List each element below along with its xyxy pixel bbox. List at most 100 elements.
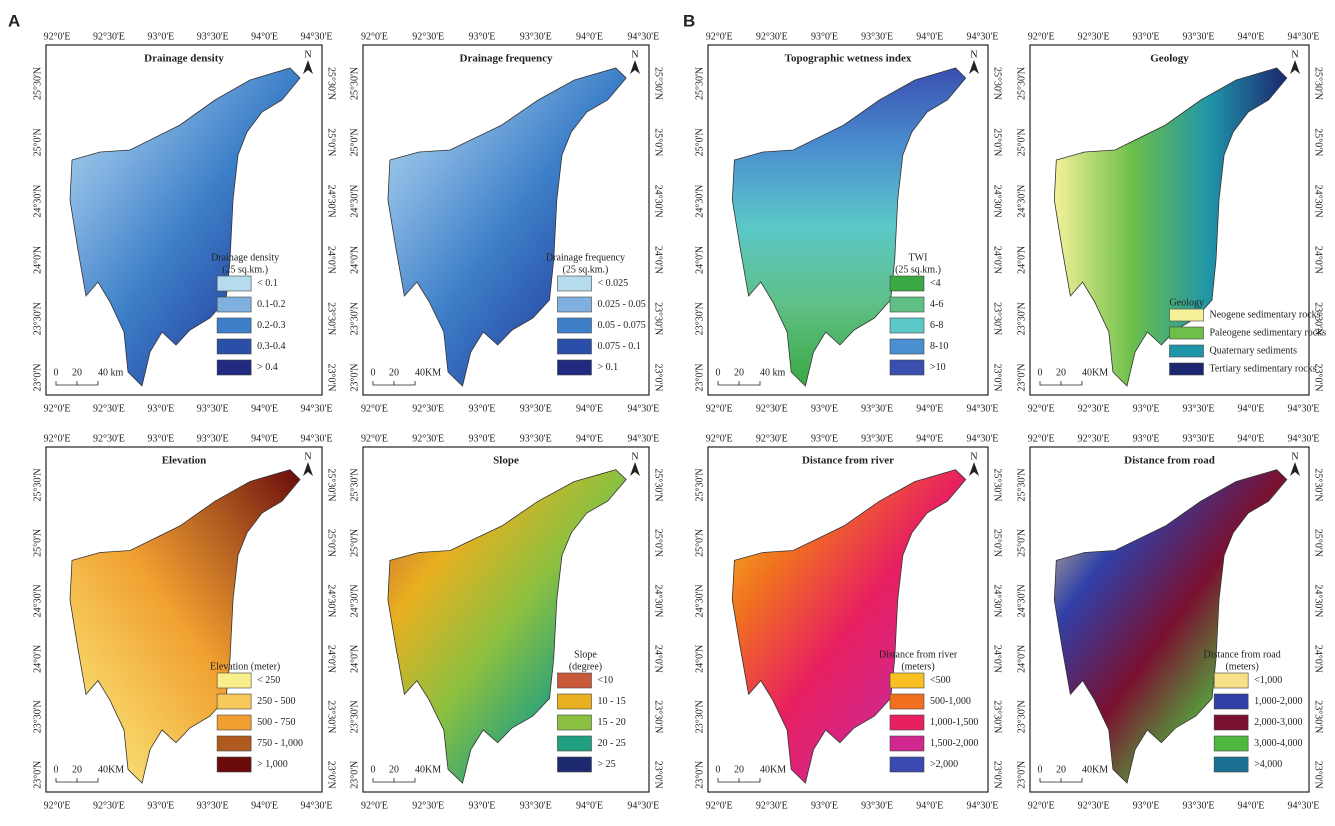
legend-swatch [216,672,252,689]
legend-label: 500-1,000 [930,696,971,707]
lon-label: 92°30'E [93,31,125,42]
map-title: Drainage frequency [460,53,553,65]
scale-bar [372,381,416,386]
lat-label: 25°0'N [992,529,1003,557]
lon-label: 93°30'E [1183,403,1215,414]
lat-label: 24°0'N [326,645,337,673]
legend-label: 0.1-0.2 [257,299,285,310]
scale-label: 40KM [415,764,441,775]
lon-label: 94°0'E [576,31,603,42]
lat-label: 24°0'N [992,645,1003,673]
legend-swatch [1169,326,1204,340]
legend-swatch [1169,308,1204,322]
legend-swatch [889,714,925,731]
scale-label: 0 [1038,367,1043,378]
legend-label: < 250 [257,675,280,686]
lat-label: 25°30'N [349,67,360,100]
legend-label: <500 [930,675,951,686]
lat-label: 24°30'N [326,185,337,218]
legend-swatch [216,338,252,355]
scale-label: 40KM [1082,764,1108,775]
lon-label: 92°30'E [93,800,125,811]
lat-label: 24°30'N [32,584,43,617]
lon-label: 92°30'E [756,403,788,414]
map-title: Slope [493,455,519,467]
legend-title: Geology [1170,297,1204,308]
scale-bar [717,778,761,783]
lat-label: 24°30'N [1016,584,1027,617]
lon-label: 94°30'E [627,433,659,444]
legend-swatch [1213,693,1249,710]
legend-swatch [1213,714,1249,731]
lat-label: 25°0'N [326,128,337,156]
lat-label: 25°0'N [694,128,705,156]
lon-label: 93°0'E [811,433,838,444]
lat-label: 24°30'N [694,185,705,218]
legend-label: <10 [597,675,613,686]
lon-label: 93°0'E [469,800,496,811]
legend-swatch [216,359,252,376]
lat-label: 23°0'N [1016,761,1027,789]
lat-label: 23°30'N [326,700,337,733]
lat-label: 23°0'N [349,761,360,789]
lat-label: 24°30'N [653,584,664,617]
legend-label: 500 - 750 [257,717,295,728]
lon-label: 93°0'E [811,403,838,414]
legend-title: Slope [574,649,597,660]
lat-label: 23°0'N [653,363,664,391]
lon-label: 94°30'E [966,433,998,444]
legend-label: 4-6 [930,299,943,310]
lat-label: 25°0'N [32,128,43,156]
north-label: N [1291,451,1298,462]
scale-label: 0 [1038,764,1043,775]
map-panel: Drainage frequency N 92°0'E 92°0'E 92°30'E 92… [349,31,663,414]
lat-label: 24°0'N [349,645,360,673]
scale-label: 0 [716,764,721,775]
legend-swatch [216,714,252,731]
lon-label: 92°0'E [706,433,733,444]
lat-label: 24°30'N [653,185,664,218]
lat-label: 25°0'N [1313,128,1324,156]
lon-label: 93°30'E [197,31,229,42]
legend-label: > 25 [597,759,615,770]
lat-label: 25°0'N [653,529,664,557]
north-label: N [631,451,638,462]
lon-label: 94°30'E [966,800,998,811]
scale-label: 20 [389,764,399,775]
lat-label: 23°0'N [32,363,43,391]
legend-swatch [557,714,592,731]
legend-swatch [1169,362,1204,376]
lon-label: 92°30'E [412,433,444,444]
scale-label: 40KM [415,367,441,378]
legend-swatch [1213,672,1249,689]
lat-label: 23°0'N [1016,363,1027,391]
scale-label: 20 [389,367,399,378]
lat-label: 23°0'N [992,761,1003,789]
lat-label: 23°30'N [326,302,337,335]
lon-label: 93°30'E [861,31,893,42]
legend-label: 0.075 - 0.1 [597,341,640,352]
lon-label: 94°0'E [916,403,943,414]
legend-swatch [557,672,592,689]
panel-label: B [683,11,695,30]
lat-label: 25°0'N [992,128,1003,156]
map-panel: Elevation N 92°0'E 92°0'E 92°30'E 92°30'E 93°0… [32,433,336,811]
legend-label: >10 [930,362,946,373]
legend-label: >2,000 [930,759,958,770]
legend-label: 1,000-2,000 [1254,696,1302,707]
lon-label: 92°0'E [1028,31,1055,42]
legend-swatch [889,275,925,292]
legend-swatch [216,693,252,710]
legend-label: 0.025 - 0.05 [597,299,645,310]
scale-bar [717,381,761,386]
lon-label: 92°30'E [756,800,788,811]
lon-label: 92°0'E [44,403,71,414]
legend-label: Paleogene sedimentary rocks [1210,327,1327,338]
lat-label: 23°30'N [653,700,664,733]
north-arrow [1290,60,1300,74]
lat-label: 25°0'N [349,529,360,557]
legend-swatch [557,275,592,292]
lon-label: 94°0'E [576,433,603,444]
legend-label: > 0.4 [257,362,278,373]
